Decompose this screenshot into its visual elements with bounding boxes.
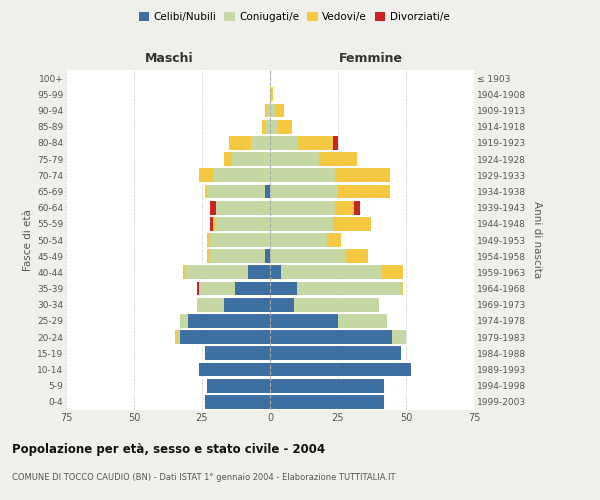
Bar — [208, 250, 210, 263]
Bar — [180, 330, 270, 344]
Text: Maschi: Maschi — [145, 52, 194, 65]
Bar — [251, 136, 270, 149]
Bar — [265, 250, 270, 263]
Bar — [185, 266, 248, 280]
Y-axis label: Fasce di età: Fasce di età — [23, 209, 33, 271]
Bar — [232, 152, 270, 166]
Bar — [270, 184, 338, 198]
Bar — [335, 168, 389, 182]
Bar — [175, 330, 178, 344]
Bar — [270, 152, 319, 166]
Bar — [183, 266, 185, 280]
Bar — [188, 314, 270, 328]
Bar — [270, 314, 338, 328]
Bar — [224, 298, 270, 312]
Text: COMUNE DI TOCCO CAUDIO (BN) - Dati ISTAT 1° gennaio 2004 - Elaborazione TUTTITAL: COMUNE DI TOCCO CAUDIO (BN) - Dati ISTAT… — [12, 472, 395, 482]
Bar — [210, 217, 213, 230]
Bar — [338, 314, 387, 328]
Bar — [235, 282, 270, 296]
Bar — [270, 330, 392, 344]
Bar — [270, 250, 346, 263]
Bar — [335, 200, 355, 214]
Text: Femmine: Femmine — [338, 52, 403, 65]
Bar — [270, 168, 335, 182]
Bar — [267, 104, 270, 118]
Bar — [270, 266, 281, 280]
Bar — [270, 362, 412, 376]
Bar — [270, 88, 273, 101]
Bar — [270, 282, 297, 296]
Bar — [208, 379, 270, 392]
Bar — [295, 298, 379, 312]
Bar — [382, 266, 403, 280]
Bar — [278, 120, 292, 134]
Bar — [319, 152, 357, 166]
Bar — [197, 298, 224, 312]
Bar — [215, 200, 270, 214]
Bar — [270, 120, 278, 134]
Bar — [270, 200, 335, 214]
Bar — [401, 282, 403, 296]
Bar — [215, 217, 270, 230]
Bar — [205, 346, 270, 360]
Bar — [208, 233, 210, 247]
Bar — [178, 330, 180, 344]
Bar — [270, 395, 384, 409]
Bar — [265, 184, 270, 198]
Bar — [180, 314, 188, 328]
Bar — [346, 250, 368, 263]
Bar — [270, 298, 295, 312]
Bar — [248, 266, 270, 280]
Bar — [265, 120, 270, 134]
Bar — [224, 152, 232, 166]
Bar — [275, 104, 284, 118]
Bar — [270, 379, 384, 392]
Legend: Celibi/Nubili, Coniugati/e, Vedovi/e, Divorziati/e: Celibi/Nubili, Coniugati/e, Vedovi/e, Di… — [134, 8, 454, 26]
Bar — [270, 136, 297, 149]
Bar — [332, 136, 338, 149]
Bar — [338, 184, 389, 198]
Bar — [210, 200, 215, 214]
Bar — [327, 233, 341, 247]
Bar — [355, 200, 360, 214]
Bar — [199, 362, 270, 376]
Bar — [270, 217, 332, 230]
Bar — [229, 136, 251, 149]
Bar — [297, 136, 332, 149]
Bar — [270, 104, 275, 118]
Y-axis label: Anni di nascita: Anni di nascita — [532, 202, 542, 278]
Bar — [197, 282, 199, 296]
Bar — [205, 395, 270, 409]
Bar — [265, 104, 267, 118]
Bar — [270, 346, 401, 360]
Bar — [199, 168, 213, 182]
Bar — [210, 250, 265, 263]
Bar — [208, 184, 265, 198]
Bar — [297, 282, 401, 296]
Bar — [270, 233, 327, 247]
Bar — [281, 266, 382, 280]
Bar — [205, 184, 208, 198]
Bar — [392, 330, 406, 344]
Bar — [213, 168, 270, 182]
Bar — [213, 217, 215, 230]
Bar — [262, 120, 265, 134]
Bar — [210, 233, 270, 247]
Text: Popolazione per età, sesso e stato civile - 2004: Popolazione per età, sesso e stato civil… — [12, 442, 325, 456]
Bar — [332, 217, 371, 230]
Bar — [199, 282, 235, 296]
